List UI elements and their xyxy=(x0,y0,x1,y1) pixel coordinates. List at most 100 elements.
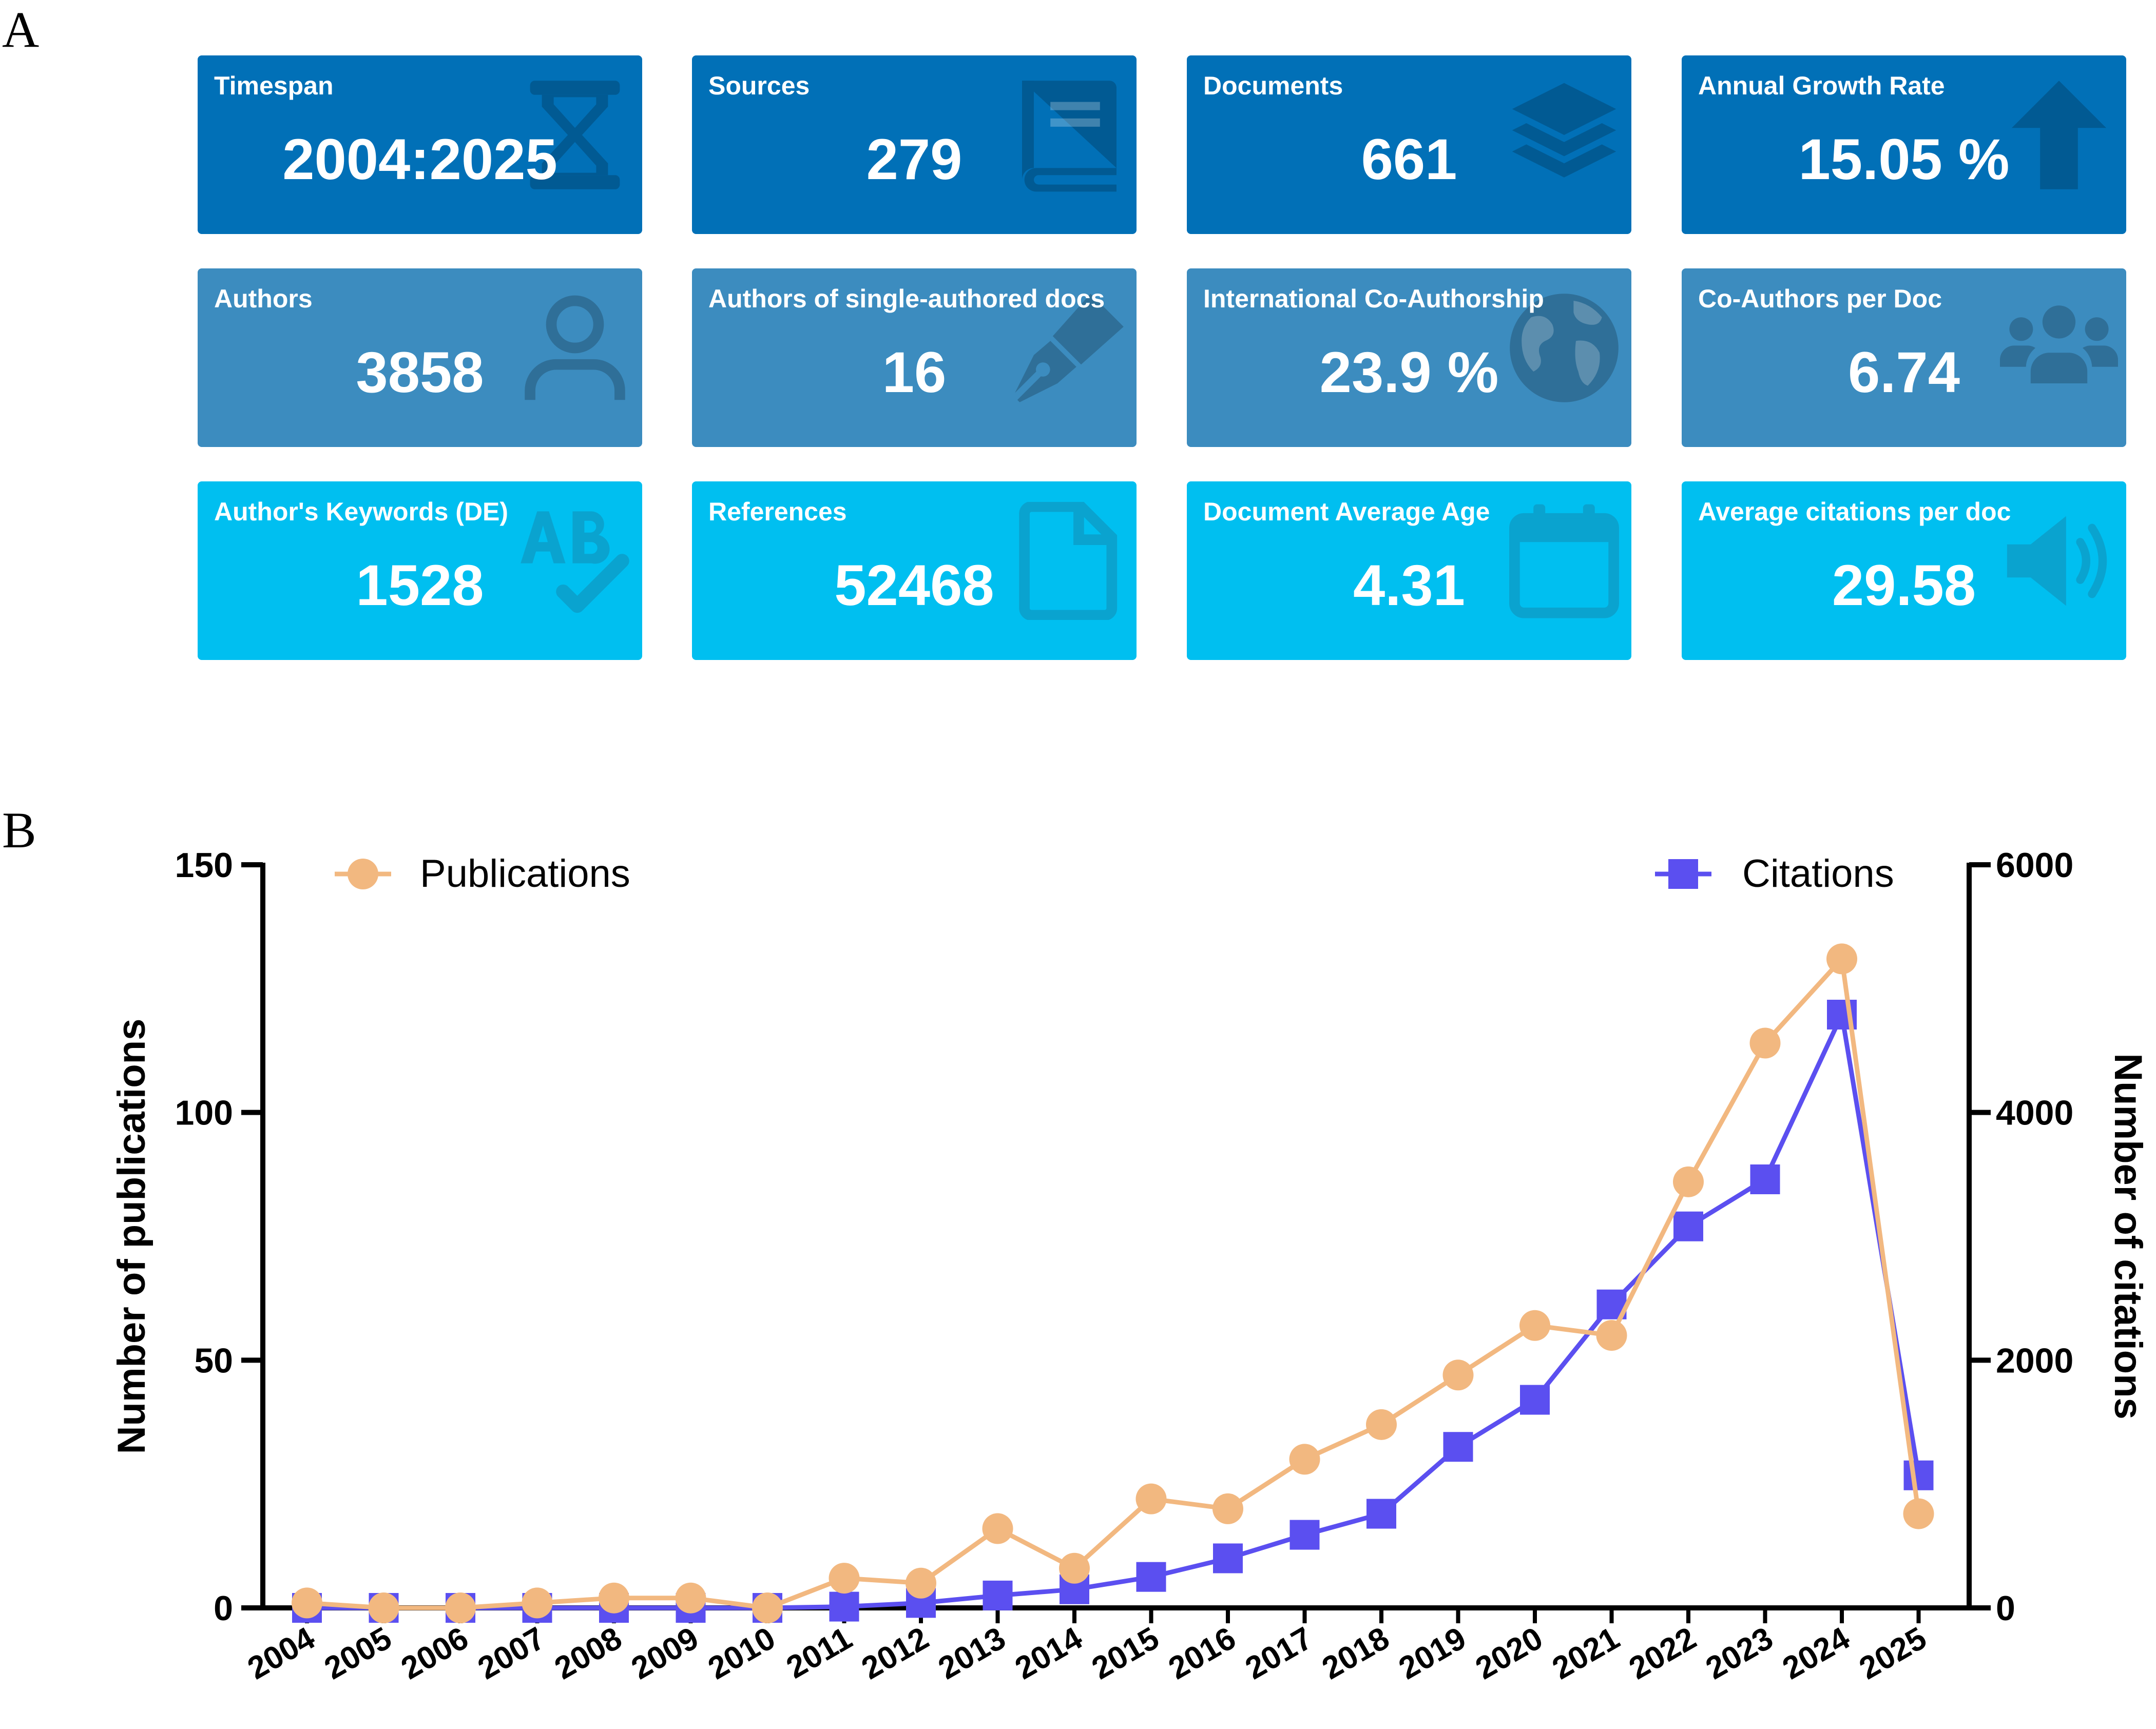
panel-label-a: A xyxy=(2,1,40,58)
stat-card-label: Documents xyxy=(1203,71,1343,100)
x-tick-label: 2010 xyxy=(702,1620,781,1686)
citations-point-2025 xyxy=(1903,1460,1934,1490)
stat-card-value: 661 xyxy=(1361,127,1457,191)
user-icon xyxy=(516,289,634,407)
stat-card-label: Annual Growth Rate xyxy=(1698,71,1945,100)
legend-publications-marker xyxy=(348,859,378,889)
right-y-tick-label: 6000 xyxy=(1996,846,2073,885)
publications-point-2012 xyxy=(906,1567,936,1599)
stat-card-documents: Documents 661 xyxy=(1187,55,1631,234)
citations-series-line xyxy=(307,1012,1921,1610)
citations-point-2022 xyxy=(1673,1211,1703,1241)
x-tick-label: 2022 xyxy=(1623,1620,1702,1686)
x-tick-label: 2021 xyxy=(1547,1620,1626,1686)
right-y-tick-label: 4000 xyxy=(1996,1094,2073,1133)
publications-point-2004 xyxy=(292,1587,322,1619)
publications-point-2011 xyxy=(829,1563,860,1594)
legend-citations-marker xyxy=(1668,859,1698,889)
publications-point-2021 xyxy=(1596,1320,1627,1351)
x-tick-label: 2009 xyxy=(626,1620,705,1686)
stat-card-international-co-authorship: International Co-Authorship 23.9 % xyxy=(1187,268,1631,447)
citations-point-2015 xyxy=(1136,1562,1166,1592)
stat-card-document-average-age: Document Average Age 4.31 xyxy=(1187,481,1631,660)
left-y-tick-label: 0 xyxy=(214,1589,233,1628)
file-icon xyxy=(1010,501,1128,621)
left-y-tick-label: 100 xyxy=(175,1094,233,1133)
publications-point-2018 xyxy=(1366,1409,1397,1440)
stat-card-label: Authors of single-authored docs xyxy=(708,284,1105,313)
stat-card-references: References 52468 xyxy=(692,481,1137,660)
publications-series-line xyxy=(306,956,1921,1610)
stat-card-author-s-keywords-de: Author's Keywords (DE) 1528 xyxy=(198,481,642,660)
publications-point-2010 xyxy=(752,1592,783,1623)
x-tick-label: 2011 xyxy=(781,1620,858,1685)
stat-card-authors-of-single-authored-docs: Authors of single-authored docs 16 xyxy=(692,268,1137,447)
stat-card-value: 279 xyxy=(866,127,962,191)
stat-card-label: Timespan xyxy=(214,71,334,100)
publications-point-2015 xyxy=(1135,1483,1167,1514)
x-tick-label: 2019 xyxy=(1393,1620,1472,1686)
hourglass-icon xyxy=(516,76,634,194)
stat-card-sources: Sources 279 xyxy=(692,55,1137,234)
users-icon xyxy=(2000,289,2118,407)
volume-icon xyxy=(2000,502,2118,620)
stat-card-authors: Authors 3858 xyxy=(198,268,642,447)
stat-card-value: 3858 xyxy=(356,340,484,404)
stat-card-label: Authors xyxy=(214,284,313,313)
pen-icon xyxy=(1010,289,1128,407)
x-tick-label: 2008 xyxy=(549,1620,628,1686)
publications-point-2014 xyxy=(1059,1552,1090,1584)
stat-card-value: 15.05 % xyxy=(1798,127,2010,191)
stat-card-value: 16 xyxy=(882,340,947,404)
stat-card-value: 4.31 xyxy=(1353,553,1465,617)
layers-icon xyxy=(1505,76,1623,194)
publications-point-2023 xyxy=(1749,1027,1781,1059)
publications-point-2016 xyxy=(1212,1493,1243,1524)
book-icon xyxy=(1010,76,1128,194)
citations-point-2011 xyxy=(829,1591,859,1622)
citations-point-2017 xyxy=(1289,1520,1320,1550)
stat-card-value: 23.9 % xyxy=(1319,340,1499,404)
x-tick-label: 2023 xyxy=(1700,1620,1779,1686)
left-y-tick-label: 150 xyxy=(175,846,233,885)
publications-point-2013 xyxy=(982,1513,1013,1544)
stat-card-annual-growth-rate: Annual Growth Rate 15.05 % xyxy=(1682,55,2126,234)
publications-point-2007 xyxy=(522,1587,553,1619)
calendar-icon xyxy=(1505,502,1623,620)
x-tick-label: 2015 xyxy=(1086,1620,1165,1686)
arrow-up-icon xyxy=(2000,76,2118,194)
x-tick-label: 2018 xyxy=(1316,1620,1395,1686)
stat-card-label: References xyxy=(708,497,847,526)
publications-point-2017 xyxy=(1289,1444,1320,1475)
citations-point-2023 xyxy=(1750,1164,1780,1194)
panel-label-b: B xyxy=(2,802,36,859)
publications-point-2005 xyxy=(368,1592,399,1623)
right-y-tick-label: 2000 xyxy=(1996,1341,2073,1380)
x-tick-label: 2017 xyxy=(1240,1620,1319,1686)
stat-card-value: 2004:2025 xyxy=(282,127,557,191)
citations-point-2018 xyxy=(1366,1499,1396,1529)
x-tick-label: 2020 xyxy=(1470,1620,1549,1686)
citations-point-2020 xyxy=(1520,1385,1550,1415)
citations-point-2019 xyxy=(1443,1432,1473,1462)
left-y-axis-title: Number of publications xyxy=(110,1019,153,1454)
publications-point-2024 xyxy=(1826,943,1857,975)
stat-card-timespan: Timespan 2004:2025 xyxy=(198,55,642,234)
left-y-tick-label: 50 xyxy=(194,1341,233,1380)
x-tick-label: 2013 xyxy=(933,1620,1012,1686)
stat-card-label: Co-Authors per Doc xyxy=(1698,284,1942,313)
x-tick-label: 2004 xyxy=(242,1620,321,1686)
citations-point-2013 xyxy=(983,1580,1013,1610)
publications-point-2020 xyxy=(1519,1310,1550,1341)
legend-citations-label: Citations xyxy=(1742,852,1894,896)
stat-card-label: Document Average Age xyxy=(1203,497,1490,526)
publications-point-2022 xyxy=(1673,1166,1704,1197)
x-tick-label: 2006 xyxy=(395,1620,474,1686)
x-tick-label: 2012 xyxy=(856,1620,935,1686)
stat-card-label: International Co-Authorship xyxy=(1203,284,1544,313)
legend-publications-label: Publications xyxy=(420,852,630,896)
stat-card-average-citations-per-doc: Average citations per doc 29.58 xyxy=(1682,481,2126,660)
stat-card-label: Author's Keywords (DE) xyxy=(214,497,509,526)
right-y-axis-title: Number of citations xyxy=(2106,1053,2150,1420)
stat-card-value: 52468 xyxy=(834,553,994,617)
